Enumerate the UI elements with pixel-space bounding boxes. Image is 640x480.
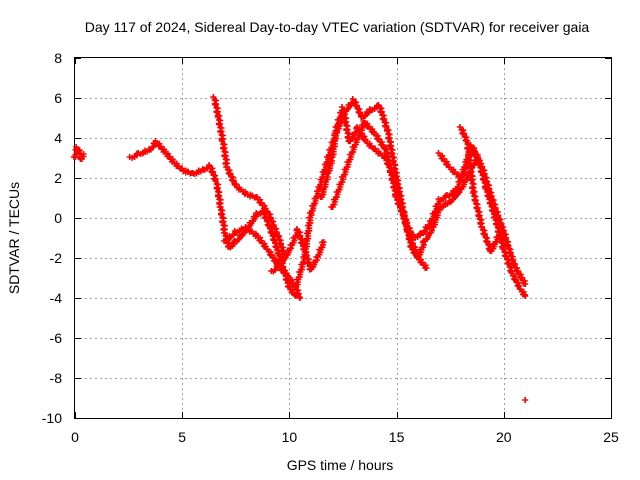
x-tick-label: 10 bbox=[282, 429, 298, 445]
data-point bbox=[471, 197, 478, 204]
data-point bbox=[212, 101, 219, 108]
data-point bbox=[218, 138, 225, 144]
data-point bbox=[385, 135, 392, 142]
chart-title: Day 117 of 2024, Sidereal Day-to-day VTE… bbox=[85, 19, 590, 35]
data-point bbox=[386, 143, 393, 150]
data-point bbox=[493, 221, 500, 228]
data-marks bbox=[71, 94, 529, 403]
data-point bbox=[387, 169, 394, 176]
y-tick-label: 8 bbox=[54, 50, 62, 66]
x-tick-labels: 0 5 10 15 20 25 bbox=[71, 429, 619, 445]
x-axis-label: GPS time / hours bbox=[287, 457, 394, 473]
data-point bbox=[475, 213, 482, 220]
data-point bbox=[340, 111, 347, 118]
data-point bbox=[213, 109, 220, 116]
data-point bbox=[212, 178, 219, 184]
data-point bbox=[384, 128, 391, 134]
data-point bbox=[216, 204, 223, 210]
data-point bbox=[522, 281, 529, 287]
data-point bbox=[423, 265, 430, 271]
x-tick-label: 0 bbox=[71, 429, 79, 445]
data-point bbox=[320, 239, 327, 245]
data-point bbox=[473, 205, 480, 212]
data-point bbox=[215, 193, 222, 200]
data-point bbox=[210, 94, 217, 100]
data-point bbox=[80, 151, 87, 157]
series-track-c bbox=[210, 94, 289, 261]
data-point bbox=[388, 151, 395, 157]
data-point bbox=[381, 146, 388, 152]
data-point bbox=[522, 293, 529, 299]
x-tick-label: 15 bbox=[389, 429, 405, 445]
data-point bbox=[383, 153, 390, 160]
y-tick-label: -4 bbox=[50, 290, 63, 306]
data-point bbox=[341, 119, 348, 126]
data-point bbox=[467, 169, 474, 176]
data-point bbox=[522, 397, 529, 403]
x-tick-label: 25 bbox=[603, 429, 619, 445]
data-point bbox=[219, 219, 226, 226]
y-tick-label: -2 bbox=[50, 250, 63, 266]
data-point bbox=[370, 128, 377, 135]
y-tick-label: 4 bbox=[54, 130, 62, 146]
data-point bbox=[464, 145, 471, 152]
y-tick-labels: -10 -8 -6 -4 -2 0 2 4 6 8 bbox=[42, 50, 62, 426]
data-point bbox=[496, 231, 503, 237]
y-tick-label: 0 bbox=[54, 210, 62, 226]
data-point bbox=[213, 185, 220, 192]
data-point bbox=[339, 104, 345, 110]
data-point bbox=[221, 153, 228, 160]
y-tick-label: -6 bbox=[50, 330, 63, 346]
data-point bbox=[389, 158, 396, 165]
data-point bbox=[463, 138, 470, 144]
y-tick-label: 6 bbox=[54, 90, 62, 106]
data-point bbox=[390, 184, 397, 191]
data-point bbox=[218, 211, 225, 218]
x-tick-label: 5 bbox=[178, 429, 186, 445]
plot-frame bbox=[74, 57, 612, 419]
data-point bbox=[466, 161, 473, 168]
axis-ticks bbox=[75, 58, 612, 419]
y-tick-label: 2 bbox=[54, 170, 62, 186]
data-point bbox=[469, 190, 476, 196]
y-tick-label: -10 bbox=[42, 410, 62, 426]
data-point bbox=[284, 272, 291, 279]
series-outlier bbox=[522, 397, 529, 403]
series-track-j bbox=[456, 124, 503, 255]
x-tick-label: 20 bbox=[496, 429, 512, 445]
series-track-a bbox=[71, 144, 87, 162]
data-point bbox=[297, 295, 304, 301]
y-axis-label: SDTVAR / TECUs bbox=[6, 182, 22, 294]
data-point bbox=[385, 161, 392, 168]
data-point bbox=[343, 127, 350, 134]
data-point bbox=[388, 176, 395, 183]
grid bbox=[75, 58, 611, 418]
data-point bbox=[465, 153, 472, 160]
y-tick-label: -8 bbox=[50, 370, 63, 386]
data-point bbox=[220, 145, 227, 152]
data-point bbox=[468, 177, 475, 184]
